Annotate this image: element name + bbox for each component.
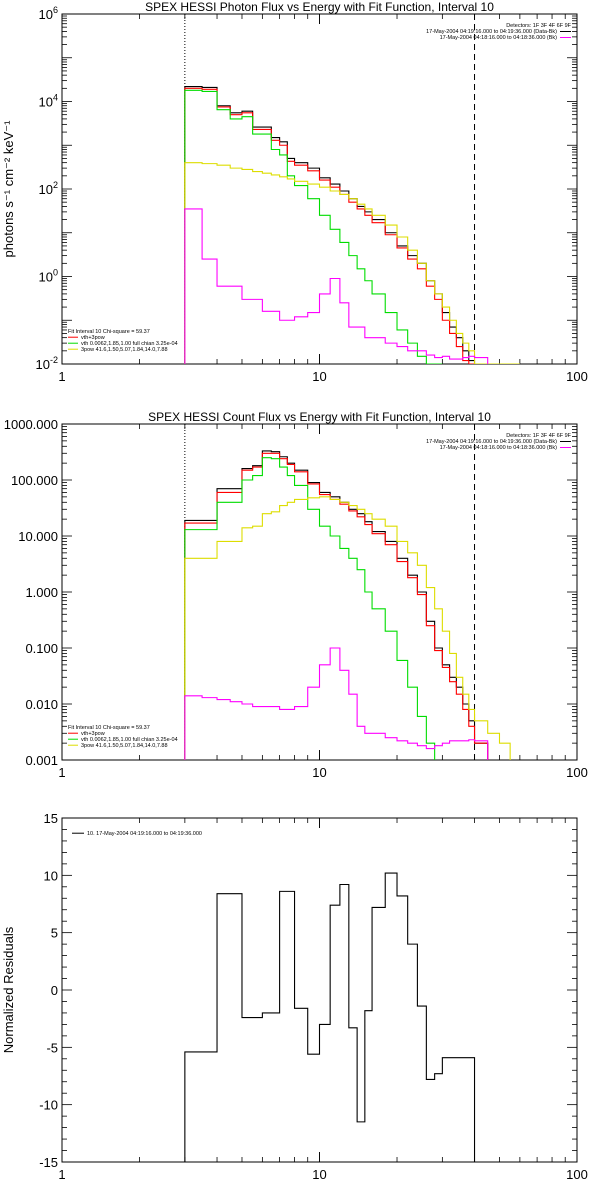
legend-entry: vth 0.0062,1.85,1.00 full chian 3.25e-04	[81, 737, 178, 743]
chart-panel-1: SPEX HESSI Photon Flux vs Energy with Fi…	[1, 0, 588, 384]
detectors-text: Detectors: 1F 3F 4F 6F 9F	[506, 23, 571, 29]
x-axis: 1 10 100	[58, 424, 588, 780]
y-tick-label: 0.010	[25, 697, 58, 712]
plot-frame	[61, 817, 578, 1163]
time-range-bk: 17-May-2004 04:18:16.000 to 04:18:36.000…	[440, 35, 558, 41]
series-black	[184, 872, 476, 1162]
time-range-data: 17-May-2004 04:19:16.000 to 04:19:36.000…	[426, 29, 557, 35]
x-tick-label: 100	[566, 369, 588, 384]
series-group	[184, 85, 520, 364]
x-tick-label: 1	[58, 1167, 65, 1182]
legend-entry: 3pow 41.6,1.50,5.07,1.84,14.0,7.88	[81, 347, 168, 353]
y-axis-label: Normalized Residuals	[1, 926, 16, 1053]
series-magenta	[184, 647, 489, 760]
y-axis: -15 -10 -5 0 5 10 15	[39, 811, 577, 1170]
x-tick-label: 10	[312, 1167, 326, 1182]
y-axis: 0.001 0.010 0.100 1.000 10.000 100.000 1000.00…	[4, 417, 577, 768]
x-tick-label: 100	[566, 765, 588, 780]
y-tick-label: 5	[51, 926, 58, 941]
y-tick-label: 104	[39, 93, 58, 110]
y-axis-label: photons s⁻¹ cm⁻² keV⁻¹	[1, 120, 16, 258]
x-tick-label: 10	[312, 369, 326, 384]
legend-entry: 10. 17-May-2004 04:19:16.000 to 04:19:36…	[87, 831, 202, 837]
series-green	[184, 457, 436, 760]
y-tick-label: 106	[39, 5, 58, 22]
detectors-text: Detectors: 1F 3F 4F 6F 9F	[506, 433, 571, 439]
series-black	[184, 450, 489, 760]
plot-frame	[61, 423, 578, 761]
series-group	[184, 872, 476, 1162]
y-tick-label: -10	[39, 1098, 58, 1113]
series-green	[184, 89, 443, 364]
y-tick-label: -5	[46, 1040, 58, 1055]
series-red	[184, 87, 488, 364]
fit-summary: Fit Interval 10 Chi-square = 59.37	[68, 725, 150, 731]
y-tick-label: 0.100	[25, 641, 58, 656]
y-axis: 10-2 100 102 104 106	[36, 5, 577, 372]
legend-entry: vth+3pow	[81, 335, 105, 341]
y-tick-label: 100.000	[11, 473, 58, 488]
chart-title: SPEX HESSI Photon Flux vs Energy with Fi…	[145, 0, 494, 14]
legend: 10. 17-May-2004 04:19:16.000 to 04:19:36…	[72, 831, 202, 837]
time-range-data: 17-May-2004 04:19:16.000 to 04:19:36.000…	[426, 439, 557, 445]
series-yellow	[184, 496, 511, 760]
fit-summary: Fit Interval 10 Chi-square = 59.37	[68, 329, 150, 335]
series-yellow	[184, 162, 520, 364]
series-black	[184, 85, 488, 364]
y-tick-label: 0	[51, 983, 58, 998]
y-tick-label: 10.000	[18, 529, 58, 544]
x-axis: 1 10 100	[58, 14, 588, 384]
y-tick-label: 102	[39, 180, 58, 197]
x-tick-label: 100	[566, 1167, 588, 1182]
legend-entry: vth+3pow	[81, 731, 105, 737]
y-tick-label: 1.000	[25, 585, 58, 600]
chart-panel-2: SPEX HESSI Count Flux vs Energy with Fit…	[4, 410, 588, 780]
x-axis: 1 10 100	[58, 818, 588, 1182]
chart-panel-3: Normalized Residuals 1 10 100 -15 -10 -5 0 5 10 15…	[1, 811, 588, 1182]
time-range-bk: 17-May-2004 04:18:16.000 to 04:18:36.000…	[440, 445, 558, 451]
legend: Fit Interval 10 Chi-square = 59.37vth+3p…	[68, 725, 178, 749]
x-tick-label: 1	[58, 765, 65, 780]
y-tick-label: 10-2	[36, 355, 58, 372]
legend-entry: vth 0.0062,1.85,1.00 full chian 3.25e-04	[81, 341, 178, 347]
chart-title: SPEX HESSI Count Flux vs Energy with Fit…	[148, 410, 491, 424]
y-tick-label: 0.001	[25, 753, 58, 768]
y-tick-label: -15	[39, 1155, 58, 1170]
series-group	[184, 450, 511, 760]
y-tick-label: 100	[39, 268, 58, 285]
y-tick-label: 15	[44, 811, 58, 826]
y-tick-label: 10	[44, 868, 58, 883]
legend-entry: 3pow 41.6,1.50,5.07,1.84,14.0,7.88	[81, 743, 168, 749]
series-magenta	[184, 208, 489, 364]
x-tick-label: 1	[58, 369, 65, 384]
x-tick-label: 10	[312, 765, 326, 780]
y-tick-label: 1000.000	[4, 417, 58, 432]
legend: Fit Interval 10 Chi-square = 59.37vth+3p…	[68, 329, 178, 353]
